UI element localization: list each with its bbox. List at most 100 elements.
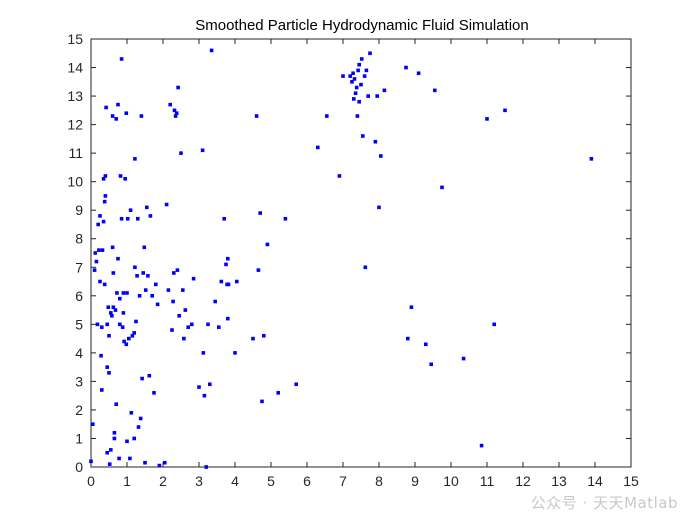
x-tick-label: 7 (339, 473, 347, 489)
data-point (124, 342, 129, 347)
data-point (142, 245, 147, 250)
data-point (337, 174, 342, 178)
data-point (94, 259, 99, 264)
data-point (368, 51, 372, 56)
data-point (137, 294, 142, 298)
data-point (118, 322, 122, 327)
x-tick-label: 5 (267, 473, 275, 489)
data-point (175, 268, 180, 272)
data-point (351, 71, 355, 76)
data-point (197, 385, 201, 389)
data-point (350, 80, 354, 84)
data-point (115, 291, 119, 295)
data-point (406, 336, 410, 341)
data-point (416, 71, 421, 76)
data-point (163, 460, 167, 465)
y-tick-label: 8 (75, 231, 83, 247)
data-point (440, 185, 444, 190)
data-point (341, 74, 345, 78)
data-point (119, 57, 124, 61)
data-point (375, 94, 379, 98)
y-tick-label: 7 (75, 259, 83, 275)
data-point (170, 328, 174, 332)
data-point (379, 154, 383, 158)
data-point (143, 460, 147, 465)
data-point (109, 311, 113, 315)
data-point (206, 322, 210, 327)
data-point (105, 322, 109, 327)
data-point (89, 459, 93, 464)
data-point (357, 99, 361, 104)
x-tick-label: 2 (159, 473, 167, 489)
data-point (174, 111, 179, 115)
data-point (150, 294, 154, 298)
data-point (202, 393, 207, 398)
data-point (132, 436, 136, 441)
data-point (366, 94, 370, 98)
data-point (133, 265, 137, 270)
x-axis: 0 1 2 3 4 5 6 7 8 9 10 11 12 13 14 15 (87, 39, 639, 489)
data-point (134, 319, 138, 324)
data-point (217, 325, 221, 329)
data-point (176, 85, 180, 90)
data-point (181, 288, 185, 292)
x-tick-label: 13 (551, 473, 567, 489)
data-point (260, 399, 264, 404)
data-point (92, 268, 97, 272)
data-point (127, 336, 131, 341)
data-point (136, 425, 141, 429)
data-point (102, 282, 107, 287)
data-point (492, 322, 496, 327)
data-point (254, 114, 259, 118)
data-point (112, 430, 117, 435)
data-point (208, 382, 212, 387)
data-point (114, 117, 118, 121)
y-tick-label: 10 (67, 174, 83, 190)
data-point (110, 114, 115, 118)
data-point (325, 114, 329, 118)
data-point (136, 216, 140, 221)
data-point (98, 214, 102, 218)
data-point (146, 274, 150, 278)
data-point (201, 351, 206, 355)
x-tick-label: 12 (515, 473, 531, 489)
data-point (172, 108, 177, 113)
data-point (258, 211, 262, 215)
y-tick-label: 2 (75, 402, 83, 418)
data-point (105, 450, 109, 455)
data-point (141, 271, 145, 275)
data-point (101, 177, 106, 181)
data-point (204, 465, 208, 469)
data-point (111, 271, 116, 275)
data-point (433, 88, 437, 93)
y-tick-label: 3 (75, 373, 83, 389)
data-point (424, 342, 428, 347)
data-point (143, 288, 148, 292)
data-point (171, 299, 175, 304)
data-point (109, 448, 113, 452)
data-point (363, 265, 368, 270)
data-point (116, 102, 120, 107)
x-tick-label: 15 (623, 473, 639, 489)
data-point (103, 194, 108, 198)
data-point (106, 305, 111, 310)
data-point (95, 322, 100, 327)
data-point (107, 371, 111, 375)
data-point (133, 157, 137, 161)
data-point (97, 248, 101, 252)
data-point (111, 305, 116, 310)
data-point (107, 462, 112, 466)
data-point (122, 339, 126, 344)
data-point (105, 365, 109, 369)
data-point (265, 242, 270, 247)
x-tick-label: 9 (411, 473, 419, 489)
data-point (113, 308, 118, 312)
data-point (128, 456, 132, 461)
data-point (353, 91, 358, 96)
data-point (177, 313, 181, 318)
data-point (145, 205, 149, 210)
data-point (104, 105, 108, 110)
data-point (461, 356, 466, 361)
y-tick-label: 12 (67, 117, 83, 133)
